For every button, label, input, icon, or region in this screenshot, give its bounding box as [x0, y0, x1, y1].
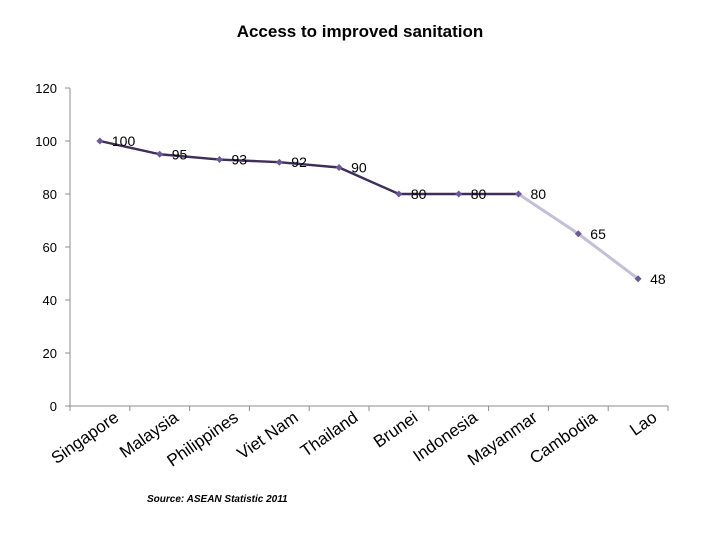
data-label: 48: [650, 271, 666, 287]
x-tick-label: Brunei: [370, 408, 421, 452]
data-label: 100: [112, 133, 136, 149]
y-tick-label: 80: [43, 187, 57, 202]
data-point: [395, 190, 403, 198]
data-point: [634, 275, 642, 283]
series-line-segment: [158, 153, 221, 161]
x-tick-label: Lao: [626, 408, 660, 440]
x-tick-label: Thailand: [297, 408, 361, 461]
data-point: [455, 190, 463, 198]
data-point: [515, 190, 522, 198]
data-label: 80: [411, 186, 427, 202]
x-tick-label: Singapore: [48, 408, 122, 468]
data-point: [96, 137, 104, 145]
x-tick-label: Viet Nam: [234, 408, 302, 463]
series-line-segment: [576, 232, 640, 281]
data-point: [275, 158, 283, 166]
x-tick-label: Cambodia: [526, 407, 601, 467]
y-tick-label: 120: [35, 81, 57, 96]
data-point: [156, 150, 164, 158]
y-tick-label: 60: [43, 240, 57, 255]
series-line-segment: [337, 166, 401, 196]
series-line-segment: [98, 139, 161, 156]
data-point: [335, 164, 343, 171]
source-note: Source: ASEAN Statistic 2011: [147, 494, 288, 505]
chart-title: Access to improved sanitation: [236, 22, 484, 41]
y-tick-label: 0: [50, 399, 57, 414]
data-label: 95: [172, 146, 188, 162]
data-label: 80: [471, 186, 487, 202]
data-point: [216, 156, 223, 164]
data-label: 65: [590, 226, 606, 242]
y-tick-label: 100: [35, 134, 57, 149]
series-line-segment: [517, 192, 580, 236]
data-label: 90: [351, 160, 367, 176]
series-line-segment: [218, 158, 281, 164]
data-label: 93: [232, 152, 248, 168]
y-tick-label: 20: [43, 346, 57, 361]
data-point: [574, 230, 582, 238]
y-tick-label: 40: [43, 293, 57, 308]
data-label: 92: [291, 154, 307, 170]
data-label: 80: [531, 186, 547, 202]
series-line-segment: [278, 160, 341, 169]
